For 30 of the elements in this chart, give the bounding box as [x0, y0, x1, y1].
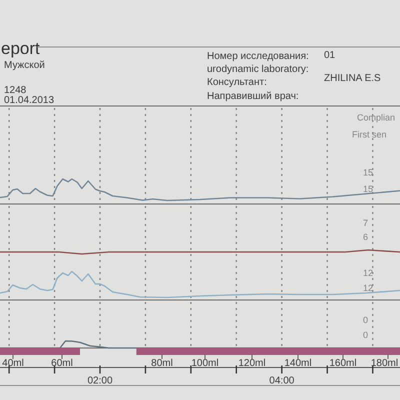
annotation: 15: [363, 184, 374, 194]
text: urodynamic laboratory:: [207, 64, 309, 75]
text: 01: [324, 50, 336, 61]
text: 7: [363, 218, 368, 228]
text: Направивший врач:: [207, 91, 299, 102]
text: 0: [363, 315, 368, 326]
text: Мужской: [4, 60, 45, 71]
text: Номер исследования:: [207, 51, 309, 62]
text: 120ml: [238, 358, 266, 369]
text: 1248: [4, 85, 27, 96]
text: 01.04.2013: [4, 95, 54, 106]
text: 40ml: [2, 358, 24, 369]
text: 100ml: [191, 358, 219, 369]
text: 160ml: [329, 358, 357, 369]
text: 15: [363, 168, 374, 178]
annotation: 12: [363, 282, 374, 293]
x-tick-label: 02:00: [87, 376, 113, 387]
text: 180ml: [370, 358, 398, 369]
annotation: 12: [363, 268, 374, 278]
x-tick-label: 04:00: [269, 376, 295, 387]
text: 0: [363, 330, 368, 340]
text: 6: [363, 232, 368, 242]
text: eport: [1, 39, 40, 58]
text: Complian: [357, 112, 396, 123]
text: First sen: [352, 129, 387, 140]
text: ZHILINA E.S: [324, 73, 382, 84]
text: 140ml: [284, 358, 312, 369]
text: Консультант:: [207, 77, 267, 88]
text: 60ml: [51, 358, 73, 369]
text: 80ml: [151, 358, 173, 369]
